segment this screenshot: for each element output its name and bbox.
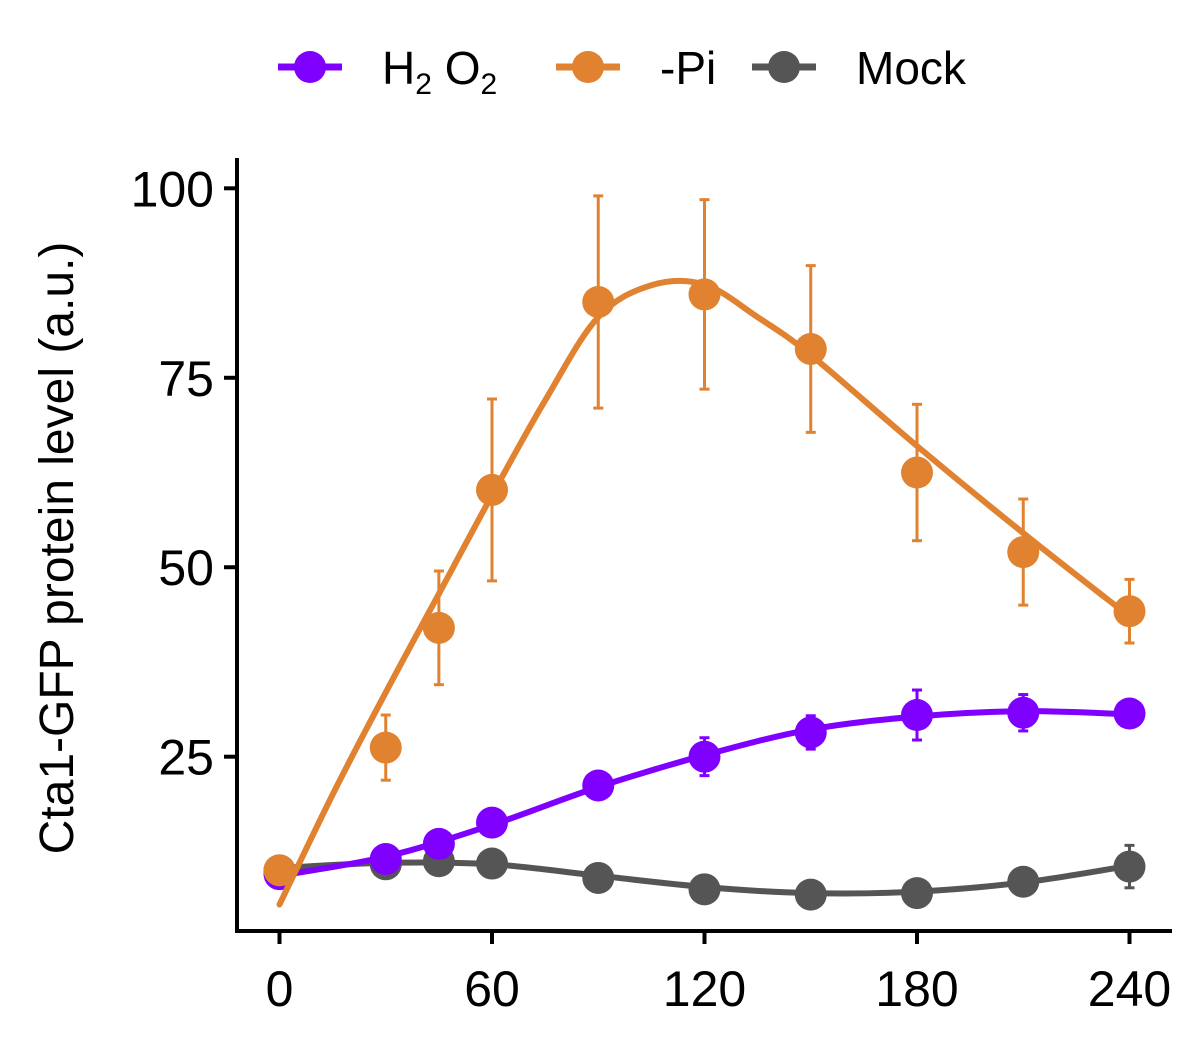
data-point xyxy=(1113,595,1146,628)
data-point xyxy=(794,878,827,911)
legend-label: H2 O2 xyxy=(382,42,497,101)
legend-subscript: 2 xyxy=(480,68,497,101)
legend: H2 O2 -Pi Mock xyxy=(278,42,967,101)
data-point xyxy=(263,854,296,887)
data-point xyxy=(1113,850,1146,883)
data-point xyxy=(1007,536,1040,569)
y-axis-label: Cta1-GFP protein level (a.u.) xyxy=(31,242,84,855)
y-tick-label: 75 xyxy=(158,351,214,407)
data-point xyxy=(901,699,933,732)
data-point xyxy=(794,332,827,365)
data-point xyxy=(582,285,615,318)
data-point xyxy=(688,740,721,773)
legend-label: -Pi xyxy=(660,42,716,94)
series-line xyxy=(276,708,1133,879)
y-tick-label: 50 xyxy=(158,540,214,596)
legend-text-part: H xyxy=(382,42,415,94)
data-point xyxy=(688,873,721,906)
data-point xyxy=(422,611,455,644)
data-point xyxy=(794,716,827,749)
legend-item-mock: Mock xyxy=(752,42,967,94)
y-tick-label: 25 xyxy=(158,730,214,786)
data-point xyxy=(901,877,933,910)
legend-subscript: 2 xyxy=(415,68,432,101)
data-point xyxy=(422,827,455,860)
data-point xyxy=(1007,696,1040,729)
data-point xyxy=(1007,865,1040,898)
y-tick-label: 100 xyxy=(131,161,214,217)
x-tick-label: 180 xyxy=(875,961,958,1017)
data-point xyxy=(476,473,508,506)
legend-swatch-marker xyxy=(768,51,800,83)
series-mock xyxy=(263,843,1146,911)
legend-item-h2-o2: H2 O2 xyxy=(278,42,497,101)
series-h2-o2 xyxy=(263,688,1146,891)
data-point xyxy=(582,861,615,894)
ticks: 0 60 120 180 240 25 50 75 100 xyxy=(131,161,1172,1017)
plot-area xyxy=(263,194,1146,911)
legend-swatch-marker xyxy=(572,51,604,83)
data-point xyxy=(476,847,508,880)
legend-swatch-marker xyxy=(294,51,326,83)
data-point xyxy=(688,278,721,311)
x-tick-label: 0 xyxy=(266,961,294,1017)
data-point xyxy=(582,769,615,802)
legend-label: Mock xyxy=(856,42,967,94)
legend-item-pi: -Pi xyxy=(556,42,716,94)
data-point xyxy=(476,806,508,839)
data-point xyxy=(369,731,402,764)
data-point xyxy=(369,843,402,876)
data-point xyxy=(901,456,933,489)
x-tick-label: 120 xyxy=(663,961,746,1017)
legend-text-part: O xyxy=(432,42,481,94)
x-tick-label: 60 xyxy=(464,961,520,1017)
series-pi xyxy=(263,194,1146,908)
data-point xyxy=(1113,697,1146,730)
x-tick-label: 240 xyxy=(1088,961,1171,1017)
